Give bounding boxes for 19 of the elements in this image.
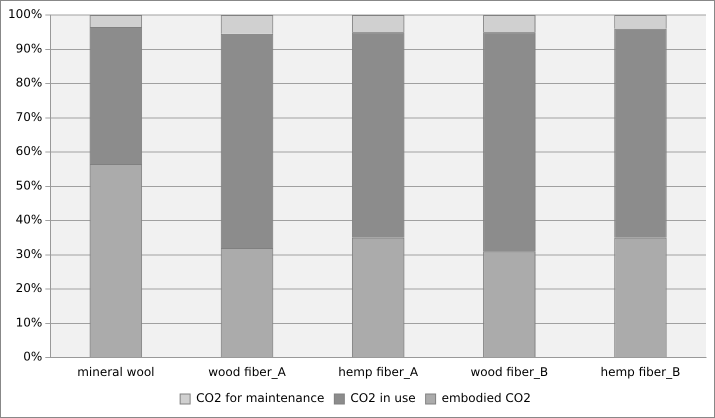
y-tick-label: 30% — [16, 246, 42, 261]
x-tick-label: wood fiber_B — [470, 364, 548, 379]
y-tick-label: 90% — [16, 41, 42, 56]
y-tick-label: 60% — [16, 144, 42, 158]
legend-label: CO2 for maintenance — [196, 391, 324, 406]
legend-label: embodied CO2 — [442, 391, 531, 406]
y-tick-label: 0% — [23, 350, 42, 364]
y-tick-label: 80% — [16, 76, 42, 90]
y-tick-label: 20% — [16, 281, 42, 296]
y-tick-label: 70% — [16, 110, 42, 124]
x-tick-label: wood fiber_A — [208, 364, 287, 379]
y-tick-label: 50% — [16, 178, 42, 192]
x-tick-label: mineral wool — [77, 364, 155, 379]
y-tick-label: 40% — [16, 212, 42, 227]
y-tick-label: 10% — [16, 315, 42, 330]
x-tick-label: hemp fiber_A — [338, 364, 419, 379]
y-tick-label: 100% — [8, 7, 42, 22]
legend-label: CO2 in use — [350, 391, 416, 406]
x-tick-label: hemp fiber_B — [600, 364, 680, 379]
